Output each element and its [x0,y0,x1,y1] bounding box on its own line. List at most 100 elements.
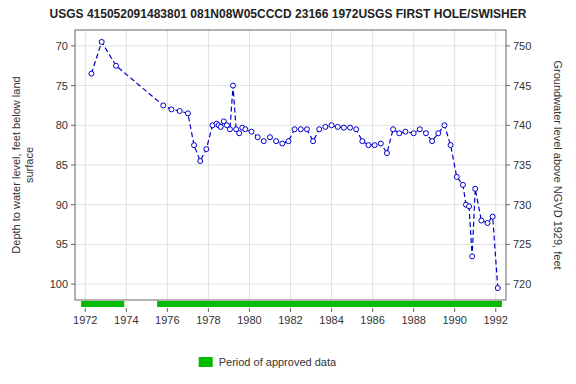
y-tick-label: 95 [56,238,68,250]
x-tick-label: 1984 [319,314,343,326]
y2-tick [506,204,510,205]
data-point [280,141,285,146]
approved-span [81,301,124,307]
y-tick [71,125,75,126]
data-point [317,127,322,132]
y-tick [71,204,75,205]
y-grid-line [75,45,506,46]
y2-tick-label: 725 [513,238,531,250]
data-point [192,143,197,148]
y2-tick-label: 750 [513,40,531,52]
x-tick [126,308,127,312]
data-point [286,139,291,144]
x-tick [290,308,291,312]
data-point [430,139,435,144]
data-point [417,127,422,132]
y-tick [71,85,75,86]
x-tick [454,308,455,312]
x-tick-label: 1992 [483,314,507,326]
legend-swatch [199,357,213,367]
x-tick-label: 1976 [155,314,179,326]
y-grid-line [75,204,506,205]
data-point [274,139,279,144]
axes: 1972197419761978198019821984198619881990… [50,40,532,326]
data-point [185,111,190,116]
y2-tick-label: 735 [513,159,531,171]
data-point [99,39,104,44]
data-point [198,159,203,164]
y2-axis-label: Groundwater level above NGVD 1929, feet [552,60,564,269]
x-tick [413,308,414,312]
data-point [218,124,223,129]
data-point [454,174,459,179]
legend-label: Period of approved data [219,356,337,368]
y-tick-label: 90 [56,199,68,211]
approved-span [157,301,502,307]
data-point [479,218,484,223]
x-tick-label: 1972 [73,314,97,326]
data-point [177,109,182,114]
data-point [470,254,475,259]
data-point [227,127,232,132]
y-grid-line [75,125,506,126]
data-point [467,204,472,209]
x-tick-label: 1986 [360,314,384,326]
data-point [335,124,340,129]
x-tick [495,308,496,312]
data-point [249,129,254,134]
grid [75,30,506,300]
x-tick-label: 1988 [401,314,425,326]
line-series [89,39,500,290]
y-axis-label-line: Depth to water level, feet below land [10,76,22,253]
chart: 1972197419761978198019821984198619881990… [0,0,576,384]
data-point [348,125,353,130]
data-point [442,123,447,128]
x-tick-label: 1980 [237,314,261,326]
y-tick [71,284,75,285]
x-tick [249,308,250,312]
data-point [423,131,428,136]
x-tick-label: 1982 [278,314,302,326]
y2-tick-label: 730 [513,199,531,211]
span-group [81,301,502,307]
data-point [411,131,416,136]
y-grid-line [75,284,506,285]
data-point [391,127,396,132]
data-point [403,129,408,134]
y2-tick [506,45,510,46]
data-point [378,141,383,146]
data-point [114,63,119,68]
data-point [490,214,495,219]
x-tick-label: 1974 [114,314,138,326]
data-point [169,107,174,112]
y-tick-label: 85 [56,159,68,171]
y-tick [71,45,75,46]
y2-tick [506,284,510,285]
y-tick-label: 100 [50,278,68,290]
data-point [384,151,389,156]
data-point [292,127,297,132]
y-axis-label: Depth to water level, feet below landsur… [10,76,35,253]
data-point [485,220,490,225]
data-point [354,127,359,132]
y2-tick [506,125,510,126]
x-tick [85,308,86,312]
data-point [460,182,465,187]
y-grid-line [75,244,506,245]
data-point [495,286,500,291]
y2-tick-label: 720 [513,278,531,290]
y2-tick [506,165,510,166]
y2-tick [506,85,510,86]
data-point [298,127,303,132]
y-grid-line [75,165,506,166]
background [0,0,576,384]
y2-tick-label: 745 [513,80,531,92]
data-point [255,135,260,140]
data-point [267,135,272,140]
y-tick-label: 75 [56,80,68,92]
x-tick-label: 1978 [196,314,220,326]
data-point [261,139,266,144]
y-tick-label: 70 [56,40,68,52]
x-tick [167,308,168,312]
data-point [372,143,377,148]
